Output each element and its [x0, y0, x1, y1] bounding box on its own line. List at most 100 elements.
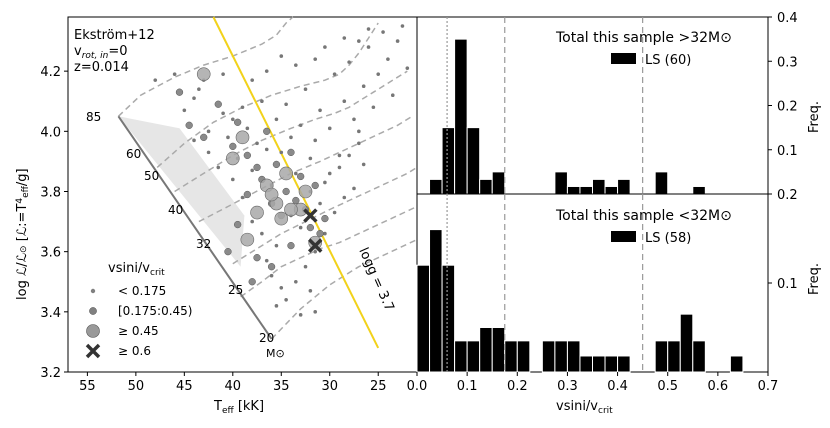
point-small-28 [337, 153, 342, 158]
legend-label-small: < 0.175 [118, 284, 166, 298]
histogram-low-legend-swatch [611, 231, 636, 242]
histogram-high-ylabel: Freq. [807, 101, 822, 133]
point-small-49 [279, 54, 284, 58]
hist-xtick-label-0.7: 0.7 [758, 379, 779, 394]
mass-unit-label: M⊙ [266, 347, 285, 360]
hist-high-bar-3 [454, 38, 468, 195]
point-small-65 [274, 243, 279, 248]
legend-marker-small [90, 288, 96, 294]
shrd-panel: 55 50 45 40 35 30 25 3.2 3.4 3.6 3.8 4.0 4.2 Ekström… [15, 16, 418, 416]
mass-label-60: 60 [126, 147, 141, 161]
point-small-45 [342, 36, 347, 40]
shaded-region [118, 116, 245, 267]
point-medium-9 [263, 127, 271, 135]
point-small-40 [395, 39, 400, 43]
point-small-59 [313, 249, 318, 254]
point-medium-5 [234, 118, 242, 126]
histogram-high-title: Total this sample >32M⊙ [555, 30, 732, 46]
point-medium-21 [243, 190, 251, 199]
hist-low-bar-8 [516, 340, 531, 373]
point-small-18 [289, 135, 293, 140]
legend-marker-cross [85, 343, 101, 359]
point-small-43 [366, 27, 371, 31]
hist-low-bar-3 [454, 340, 468, 373]
point-small-35 [371, 105, 376, 110]
point-medium-16 [297, 172, 305, 181]
point-small-73 [274, 304, 279, 308]
point-small-17 [284, 102, 288, 107]
shrd-xtick-label-45: 45 [176, 379, 193, 394]
hist-high-bar-14 [592, 178, 606, 195]
point-small-2 [197, 87, 201, 92]
hist-xtick-label-0.1: 0.1 [457, 379, 478, 394]
point-small-21 [303, 87, 308, 92]
point-small-61 [332, 210, 337, 215]
hist-low-ytick-label-0.1: 0.1 [777, 277, 798, 292]
hist-low-bar-12 [566, 340, 581, 373]
histogram-low-axis: 0.1 0.2 [768, 188, 798, 292]
point-small-4 [221, 111, 225, 116]
hist-low-bar-13 [579, 355, 594, 373]
point-small-80 [206, 150, 211, 155]
point-small-52 [221, 72, 225, 76]
point-small-31 [352, 117, 356, 122]
point-small-1 [182, 108, 187, 113]
legend-marker-large [86, 324, 100, 338]
point-small-13 [264, 147, 269, 152]
point-large-6 [279, 166, 293, 181]
hist-xtick-label-0.0: 0.0 [407, 379, 428, 394]
point-small-16 [279, 150, 284, 155]
hist-low-bar-6 [491, 327, 506, 373]
shrd-ytick-label-3.6: 3.6 [40, 246, 61, 261]
point-small-60 [323, 231, 327, 236]
point-small-78 [231, 177, 235, 182]
point-medium-28 [316, 229, 324, 238]
point-small-6 [231, 117, 235, 122]
point-medium-3 [214, 100, 222, 108]
point-medium-15 [292, 196, 300, 205]
point-small-27 [332, 72, 337, 76]
logg-line [212, 16, 380, 349]
point-small-3 [206, 129, 211, 134]
point-small-24 [318, 108, 322, 113]
zams-line [117, 115, 273, 340]
hist-low-bar-19 [654, 340, 669, 373]
point-small-66 [269, 273, 274, 278]
point-small-51 [250, 78, 254, 82]
model-info-line1: Ekström+12 [74, 28, 155, 43]
point-large-1 [235, 130, 250, 145]
hist-high-bar-13 [579, 185, 594, 195]
point-small-79 [216, 165, 221, 170]
hist-low-bar-4 [466, 340, 481, 373]
point-small-25 [323, 180, 327, 185]
hist-high-bar-1 [429, 178, 443, 195]
legend-label-large: ≥ 0.45 [118, 324, 159, 338]
histogram-high-mass: 0.1 0.2 0.3 0.4 Total this sample >32M⊙ LS … [416, 11, 822, 195]
hist-low-bar-2 [441, 264, 456, 373]
point-small-37 [381, 30, 385, 34]
point-medium-22 [234, 220, 242, 229]
x-axis-label: Teff [kK] [213, 399, 264, 416]
point-medium-18 [306, 223, 315, 232]
point-small-48 [294, 63, 298, 67]
point-small-82 [327, 171, 332, 176]
hist-xtick-label-0.3: 0.3 [557, 379, 578, 394]
point-small-67 [279, 285, 284, 290]
legend-label-cross: ≥ 0.6 [118, 344, 151, 358]
hist-high-ytick-label-0.2: 0.2 [777, 100, 798, 115]
hist-high-bar-6 [491, 171, 506, 195]
hist-low-bar-0 [416, 264, 431, 373]
point-small-34 [366, 45, 371, 49]
point-small-20 [298, 123, 303, 128]
point-small-23 [313, 138, 318, 143]
mass-label-32: 32 [196, 237, 211, 251]
histogram-high-legend-label: LS (60) [645, 53, 691, 68]
point-small-12 [260, 99, 264, 104]
point-large-11 [226, 151, 240, 166]
hist-low-bar-10 [541, 340, 556, 373]
hist-low-ytick-label-0.2: 0.2 [777, 188, 798, 203]
point-small-30 [347, 60, 351, 64]
point-large-8 [284, 202, 298, 217]
point-small-38 [386, 57, 390, 61]
point-small-50 [264, 69, 269, 73]
